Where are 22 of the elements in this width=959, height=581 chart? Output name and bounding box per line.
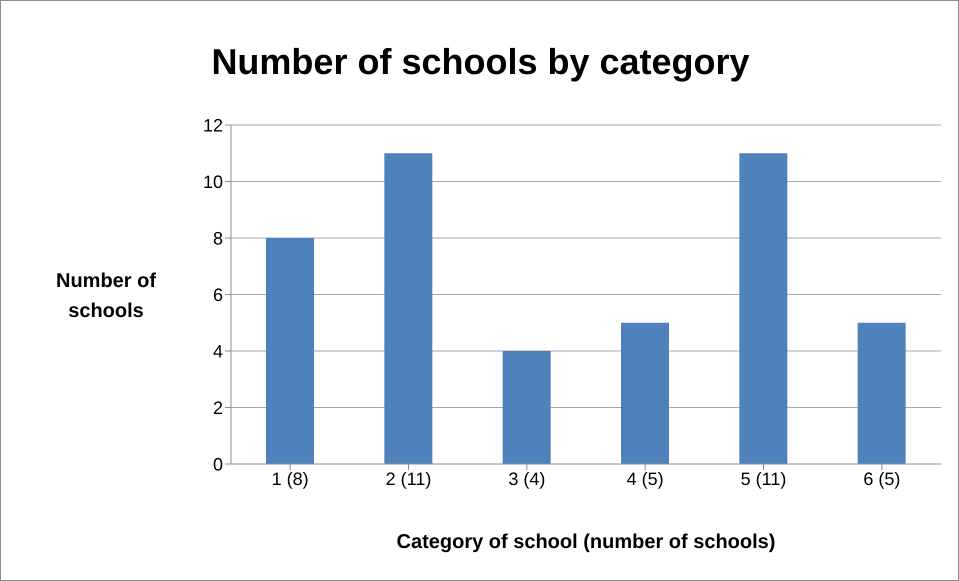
y-tick-label: 10 <box>202 172 223 192</box>
x-tick-label: 1 (8) <box>272 468 309 489</box>
x-tick-label: 6 (5) <box>863 468 900 489</box>
y-tick-label: 4 <box>212 341 223 362</box>
x-tick-label: 4 (5) <box>626 468 664 489</box>
x-axis-title: Category of school (number of schools) <box>396 531 776 554</box>
y-axis-title: Number of schools <box>55 269 158 324</box>
x-tick-label: 2 (11) <box>386 468 432 489</box>
bar <box>858 322 906 464</box>
x-tick-label: 5 (11) <box>740 468 786 489</box>
bar <box>621 322 669 464</box>
bar <box>502 351 551 464</box>
y-tick-label: 2 <box>212 398 223 418</box>
bar <box>739 153 788 464</box>
y-tick-label: 8 <box>212 228 223 248</box>
y-tick-label: 12 <box>202 115 223 136</box>
y-tick-label: 0 <box>212 454 223 474</box>
y-tick-label: 6 <box>212 284 223 305</box>
bar <box>384 153 432 464</box>
chart-title: Number of schools by category <box>210 41 751 83</box>
bar <box>266 238 314 464</box>
x-tick-label: 3 (4) <box>508 468 546 489</box>
